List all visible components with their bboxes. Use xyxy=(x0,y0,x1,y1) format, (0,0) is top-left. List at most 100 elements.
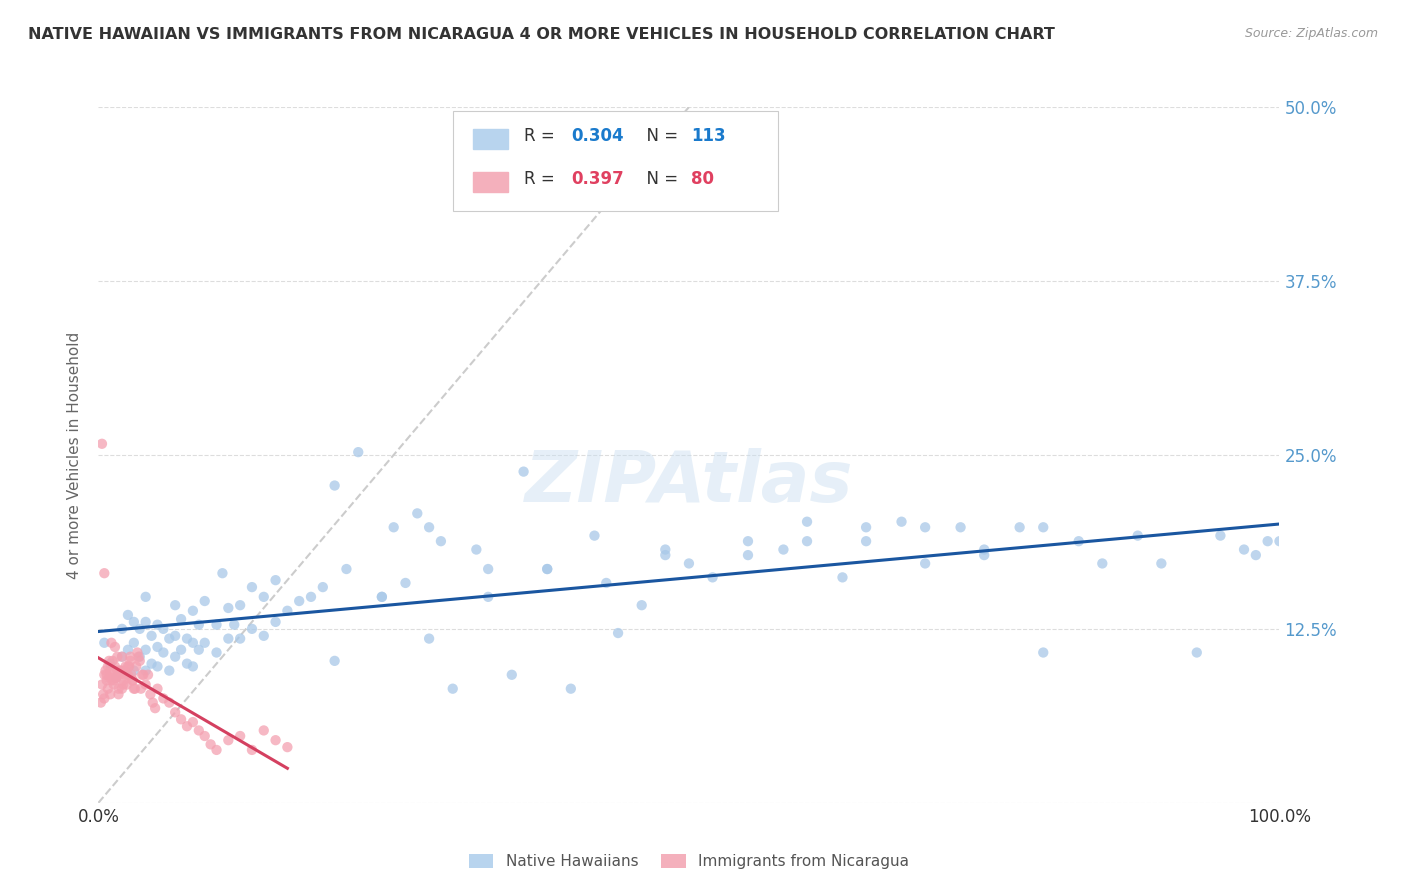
Point xyxy=(323,654,346,668)
Text: 0.397: 0.397 xyxy=(571,170,624,188)
Point xyxy=(914,520,936,534)
Point xyxy=(122,615,145,629)
Point xyxy=(181,636,204,650)
Point xyxy=(205,743,228,757)
Point xyxy=(117,607,139,622)
Point xyxy=(855,534,877,549)
Point xyxy=(120,649,142,664)
Point xyxy=(217,733,239,747)
Point xyxy=(796,515,818,529)
Point xyxy=(107,687,129,701)
Point xyxy=(100,636,122,650)
Point xyxy=(1244,548,1267,562)
Point xyxy=(973,548,995,562)
Point xyxy=(98,671,121,685)
Point xyxy=(90,696,112,710)
Point xyxy=(135,615,157,629)
Point xyxy=(152,691,174,706)
Point xyxy=(104,659,127,673)
Point xyxy=(430,534,453,549)
Point xyxy=(831,570,853,584)
Point xyxy=(264,733,287,747)
Point xyxy=(97,659,120,673)
Point xyxy=(654,542,676,557)
Point xyxy=(323,478,346,492)
Point xyxy=(112,677,135,691)
Point xyxy=(1126,528,1149,542)
Point xyxy=(127,646,149,660)
Point xyxy=(122,636,145,650)
Point xyxy=(105,671,128,685)
Point xyxy=(93,667,115,681)
Point xyxy=(124,681,146,696)
Point xyxy=(107,681,129,696)
Point xyxy=(121,673,143,688)
Point xyxy=(335,562,357,576)
Point xyxy=(96,667,118,681)
FancyBboxPatch shape xyxy=(472,172,508,192)
Point xyxy=(176,719,198,733)
Point xyxy=(299,590,322,604)
Point xyxy=(194,594,217,608)
Point xyxy=(128,654,150,668)
Point xyxy=(630,598,652,612)
Point xyxy=(118,659,141,673)
Point xyxy=(253,590,276,604)
Point xyxy=(96,673,118,688)
Point xyxy=(678,557,700,571)
Point xyxy=(103,673,125,688)
Point xyxy=(165,629,187,643)
Point xyxy=(128,649,150,664)
Point xyxy=(1185,646,1208,660)
Point xyxy=(93,636,115,650)
Point xyxy=(176,657,198,671)
Point xyxy=(229,729,252,743)
Point xyxy=(217,601,239,615)
Point xyxy=(136,667,159,681)
Point xyxy=(441,681,464,696)
Point xyxy=(165,706,187,720)
Point xyxy=(128,622,150,636)
Point xyxy=(157,696,180,710)
Point xyxy=(371,590,394,604)
Point xyxy=(796,534,818,549)
Point xyxy=(654,548,676,562)
Point xyxy=(122,664,145,678)
Point xyxy=(702,570,724,584)
Text: 113: 113 xyxy=(692,128,725,145)
Point xyxy=(101,667,124,681)
Point xyxy=(165,649,187,664)
Point xyxy=(122,681,145,696)
FancyBboxPatch shape xyxy=(472,129,508,149)
Point xyxy=(477,562,499,576)
Point xyxy=(176,632,198,646)
Point xyxy=(312,580,335,594)
Point xyxy=(91,677,114,691)
Text: N =: N = xyxy=(636,170,683,188)
Point xyxy=(101,654,124,668)
Point xyxy=(110,664,132,678)
Point xyxy=(128,649,150,664)
Point xyxy=(121,673,143,688)
Point xyxy=(114,659,136,673)
Point xyxy=(583,528,606,542)
Point xyxy=(135,664,157,678)
Point xyxy=(229,632,252,646)
Point xyxy=(418,632,440,646)
Point xyxy=(205,646,228,660)
Point xyxy=(253,723,276,738)
Point xyxy=(394,576,416,591)
Point xyxy=(224,617,246,632)
Text: N =: N = xyxy=(636,128,683,145)
Point xyxy=(737,534,759,549)
Point xyxy=(347,445,370,459)
Point xyxy=(139,687,162,701)
Text: ZIPAtlas: ZIPAtlas xyxy=(524,449,853,517)
Point xyxy=(406,507,429,521)
Point xyxy=(170,712,193,726)
Point xyxy=(240,622,263,636)
Point xyxy=(135,642,157,657)
Point xyxy=(117,667,139,681)
Point xyxy=(146,681,169,696)
Point xyxy=(165,598,187,612)
